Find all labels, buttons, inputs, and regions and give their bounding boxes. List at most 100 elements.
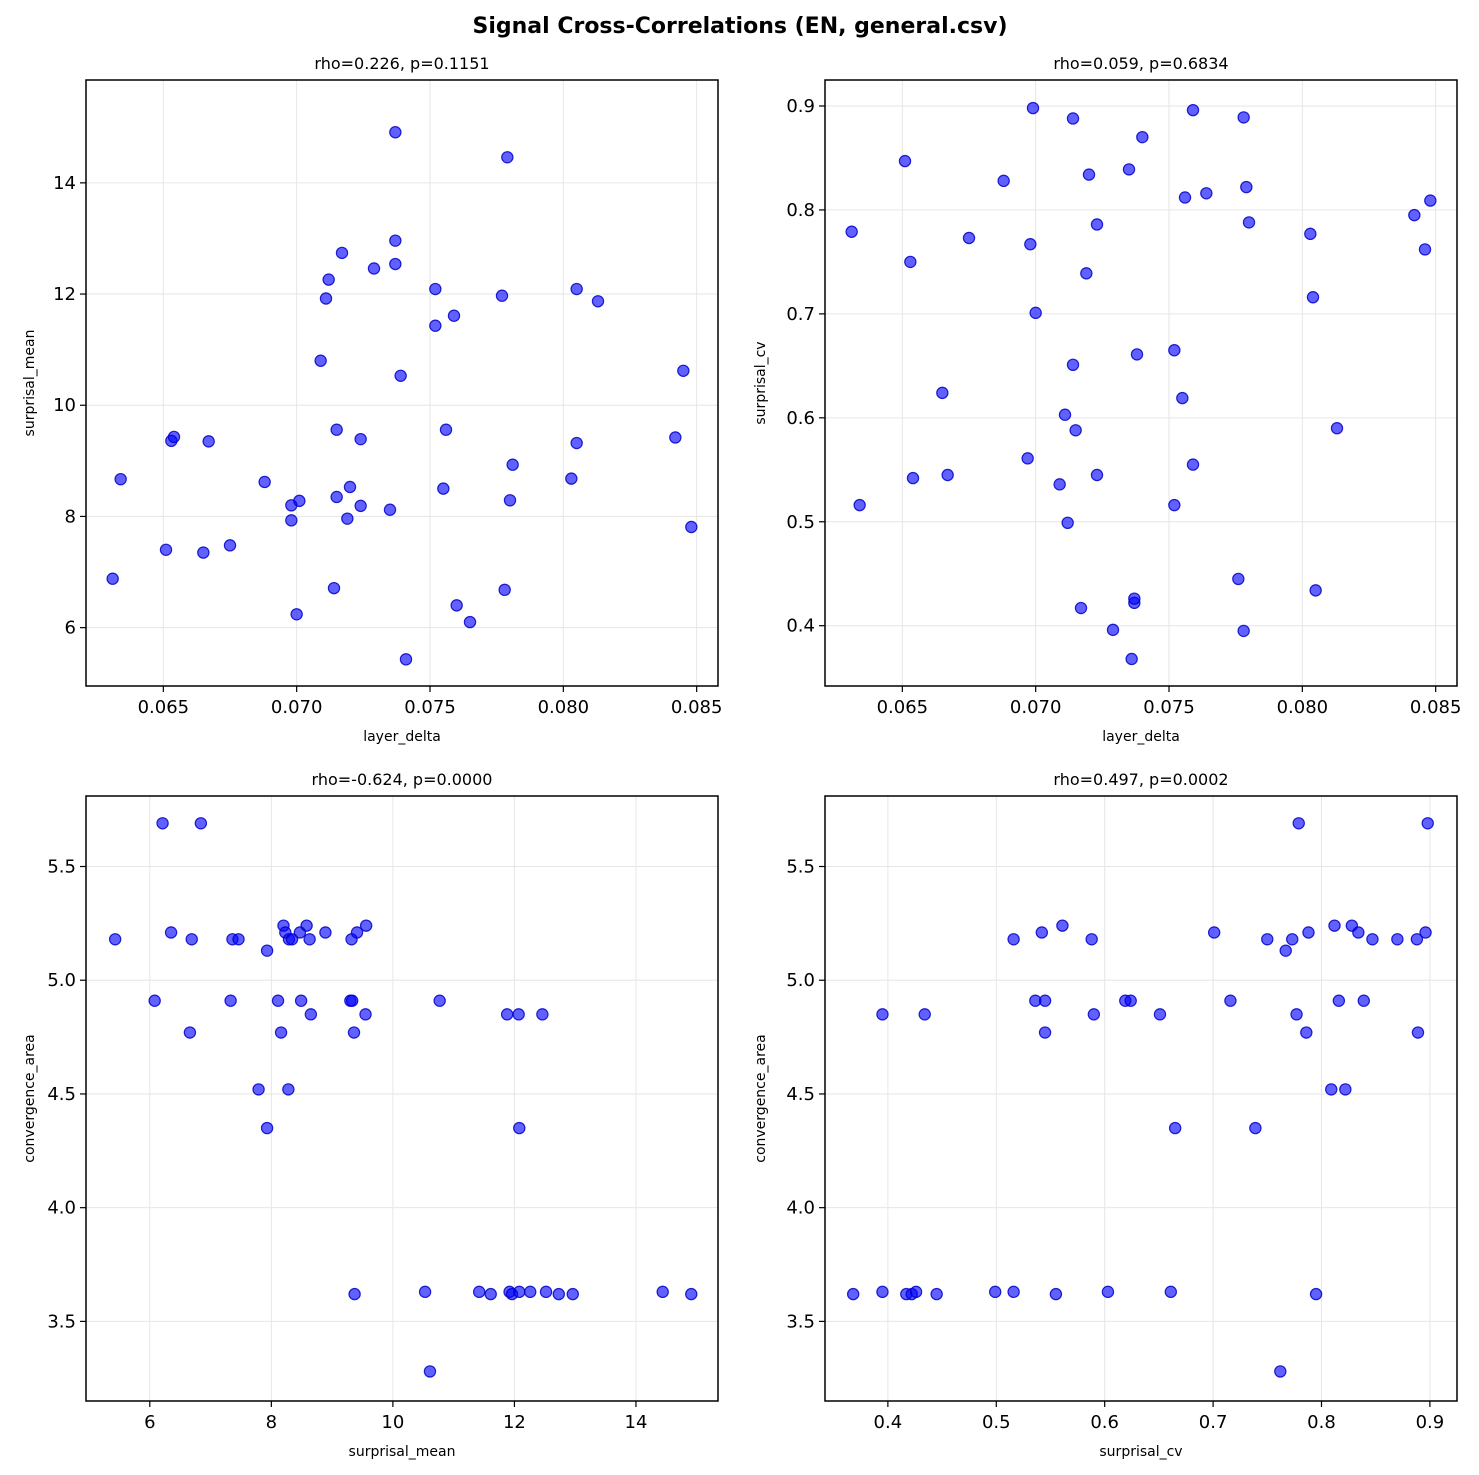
data-point [1176, 391, 1189, 405]
data-point [348, 1287, 361, 1301]
data-point [1074, 601, 1088, 615]
data-point [300, 919, 313, 932]
data-point [1186, 103, 1200, 117]
data-point [1300, 1026, 1313, 1039]
data-point [159, 543, 173, 556]
data-point [183, 1026, 197, 1039]
data-point [197, 546, 210, 559]
x-tick-label: 0.9 [1416, 1412, 1445, 1433]
y-tick-label: 4.5 [47, 1084, 76, 1105]
data-point [1007, 1285, 1020, 1299]
data-point [437, 482, 450, 495]
data-point [1309, 584, 1322, 597]
data-point [1106, 623, 1120, 637]
axes-frame [85, 795, 719, 1402]
data-point [350, 926, 364, 939]
data-point [383, 503, 397, 516]
data-point [1090, 218, 1104, 231]
y-tick-label: 3.5 [47, 1311, 76, 1332]
x-tick-label: 0.7 [1199, 1412, 1228, 1433]
data-point [439, 423, 453, 436]
data-point [669, 431, 682, 444]
data-point [399, 653, 413, 666]
scatter-panel-convergence-area-vs-surprisal-cv: 0.4 0.5 0.6 0.7 0.8 0.9 3.5 4.0 4.5 5.0 5.5 rho=0.4… [753, 770, 1458, 1460]
x-tick-label: 0.070 [271, 697, 323, 718]
data-point [223, 539, 237, 552]
data-point [1325, 1083, 1338, 1096]
data-point [1328, 919, 1341, 932]
data-point [1066, 112, 1080, 125]
data-point [1391, 933, 1404, 946]
data-point [303, 933, 316, 946]
x-tick-label: 0.6 [1090, 1412, 1119, 1433]
data-point [1410, 933, 1424, 946]
x-tick-label: 0.5 [982, 1412, 1011, 1433]
data-point [1279, 944, 1292, 957]
data-point [1024, 238, 1037, 251]
data-point [500, 1008, 514, 1021]
y-tick-label: 0.7 [786, 304, 815, 325]
data-point [1007, 933, 1020, 946]
x-tick-label: 0.080 [538, 697, 590, 718]
data-point [1035, 926, 1049, 939]
x-tick-label: 0.065 [138, 697, 190, 718]
data-point [389, 126, 402, 139]
data-point [290, 608, 303, 621]
y-tick-label: 0.8 [786, 200, 815, 221]
axes-frame [824, 79, 1458, 687]
data-point [114, 472, 127, 486]
data-point [513, 1121, 526, 1135]
data-point [1038, 994, 1052, 1007]
data-point [1136, 130, 1149, 144]
data-point [1419, 926, 1432, 939]
data-point [524, 1285, 537, 1299]
data-point [591, 295, 605, 308]
axes-frame [85, 79, 719, 687]
data-point [106, 572, 119, 585]
x-tick-label: 12 [503, 1412, 526, 1433]
data-point [389, 234, 402, 247]
data-point [677, 364, 690, 377]
x-axis-label: layer_delta [363, 729, 441, 745]
data-point [1302, 926, 1315, 939]
data-point [1408, 208, 1421, 222]
data-point [536, 1008, 549, 1021]
panel-title: rho=0.497, p=0.0002 [1053, 770, 1228, 789]
data-point [685, 1287, 698, 1301]
y-tick-label: 10 [53, 395, 76, 416]
data-point [1286, 933, 1299, 946]
data-point [1339, 1083, 1352, 1096]
data-point [570, 282, 583, 296]
data-point [570, 436, 583, 450]
data-point [274, 1026, 288, 1039]
data-point [108, 933, 122, 946]
data-point [1038, 1026, 1052, 1039]
data-point [429, 282, 442, 296]
data-point [906, 471, 920, 485]
data-point [330, 490, 343, 504]
data-point [1168, 344, 1181, 357]
x-tick-label: 0.065 [877, 697, 929, 718]
x-tick-label: 0.8 [1307, 1412, 1336, 1433]
y-tick-label: 4.5 [786, 1084, 815, 1105]
data-point [1249, 1121, 1262, 1135]
data-point [271, 994, 285, 1007]
y-tick-label: 0.5 [786, 512, 815, 533]
data-point [1421, 817, 1434, 830]
data-point [1056, 919, 1069, 932]
data-point [1061, 516, 1074, 530]
data-point [433, 994, 446, 1007]
data-point [1066, 358, 1080, 372]
data-point [285, 514, 298, 527]
data-point [506, 458, 519, 471]
data-point [282, 1083, 295, 1096]
data-point [260, 1121, 274, 1135]
y-axis-label: surprisal_mean [22, 330, 38, 437]
data-point [1130, 348, 1144, 361]
data-point [685, 520, 698, 534]
data-point [341, 512, 354, 525]
y-tick-label: 12 [53, 284, 76, 305]
data-point [1101, 1285, 1115, 1299]
data-point [1026, 101, 1040, 115]
data-point [194, 817, 208, 830]
